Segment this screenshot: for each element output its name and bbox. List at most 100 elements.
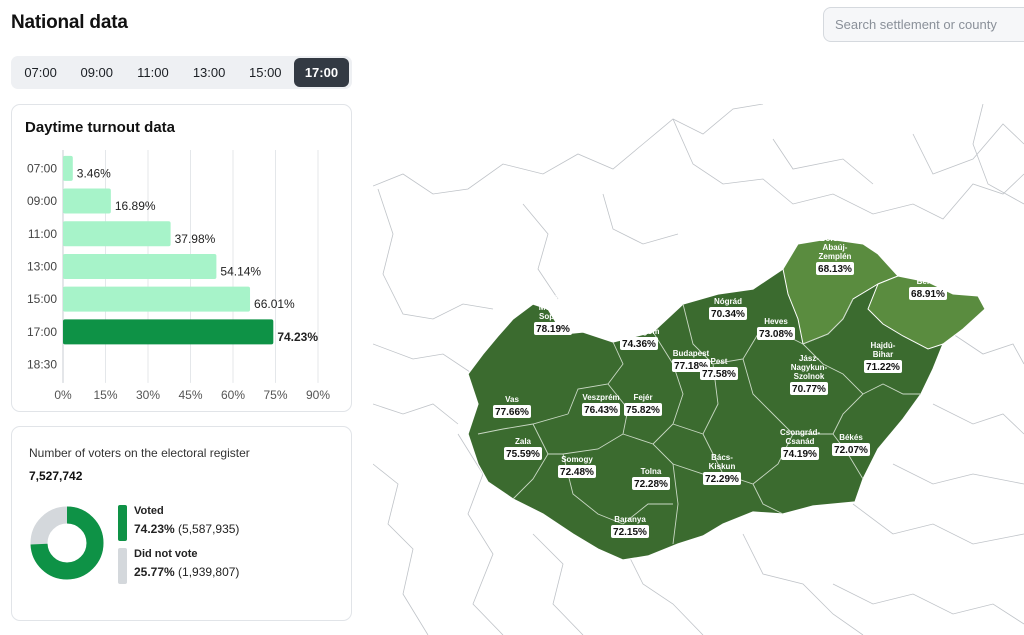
y-tick-label: 09:00 (27, 194, 57, 208)
county-name: Zemplén (819, 252, 852, 261)
x-tick-label: 45% (178, 388, 202, 402)
bar[interactable] (63, 253, 217, 279)
county-label[interactable]: Hajdú-Bihar 71.22% (864, 341, 902, 373)
bar[interactable] (63, 221, 171, 247)
county-label[interactable]: Bács-Kiskun 72.29% (703, 453, 741, 485)
county-pct-box (582, 403, 620, 416)
county-name: Abaúj- (823, 243, 848, 252)
county-label[interactable]: Vas 77.66% (493, 395, 531, 418)
turnout-card: Daytime turnout data 0% 15% 30% 45% 60% 75% 90… (11, 104, 352, 412)
county-pct-box (504, 447, 542, 460)
county-label[interactable]: Komárom-Esztergom 74.36% (619, 318, 660, 350)
county-pct-box (534, 322, 572, 335)
bar[interactable] (63, 188, 111, 214)
county-pct-box (757, 327, 795, 340)
county-label[interactable]: Győr-Moson-Sopron 78.19% (534, 294, 572, 335)
not-voted-count: (1,939,807) (178, 565, 240, 579)
county-pct: 73.08% (759, 329, 793, 340)
county-pct: 76.43% (584, 405, 618, 416)
county-label[interactable]: Békés 72.07% (832, 433, 870, 456)
county-pct-box (832, 443, 870, 456)
search-input[interactable] (823, 7, 1024, 42)
county-name: Zala (515, 437, 532, 446)
county-label[interactable]: Pest 77.58% (700, 357, 738, 380)
county-label[interactable]: Szabolcs-Szatmár-Bereg 68.91% (909, 259, 947, 300)
tab-1700[interactable]: 17:00 (293, 58, 350, 87)
voters-label: Number of voters on the electoral regist… (29, 446, 250, 460)
county-label[interactable]: Nógrád 70.34% (709, 297, 747, 320)
tab-1100[interactable]: 11:00 (137, 65, 169, 80)
county-name: Bereg (917, 277, 940, 286)
county-name: Somogy (561, 455, 593, 464)
county-name: Csongrád- (780, 428, 820, 437)
county-pct-box (700, 367, 738, 380)
county-map[interactable]: Győr-Moson-Sopron 78.19% Komárom-Esztergom… (373, 104, 1024, 635)
county-pct-box (709, 307, 747, 320)
county-pct-box (703, 472, 741, 485)
tab-1500[interactable]: 15:00 (249, 65, 282, 80)
county-pct: 75.59% (506, 449, 540, 460)
borsod-region[interactable] (782, 238, 899, 345)
county-label[interactable]: Tolna 72.28% (632, 467, 670, 490)
county-name: Bács- (711, 453, 733, 462)
county-pct-box (790, 382, 828, 395)
x-tick-label: 75% (263, 388, 287, 402)
voters-card: Number of voters on the electoral regist… (11, 426, 352, 621)
tab-0700[interactable]: 07:00 (24, 65, 57, 80)
county-pct: 75.82% (626, 405, 660, 416)
county-pct: 72.07% (834, 445, 868, 456)
y-tick-label: 13:00 (27, 259, 57, 273)
county-name: Nógrád (714, 297, 742, 306)
voted-count: (5,587,935) (178, 522, 240, 536)
legend-not-voted: Did not vote 25.77% (1,939,807) (118, 548, 239, 584)
county-label[interactable]: Heves 73.08% (757, 317, 795, 340)
bar[interactable] (63, 319, 274, 345)
bar-value-label: 66.01% (254, 297, 295, 311)
county-pct-box (493, 405, 531, 418)
county-label[interactable]: Borsod-Abaúj-Zemplén 68.13% (816, 234, 854, 275)
county-label[interactable]: Fejér 75.82% (624, 393, 662, 416)
tab-0900[interactable]: 09:00 (80, 65, 114, 80)
county-pct: 77.58% (702, 369, 736, 380)
bar[interactable] (63, 286, 251, 312)
y-tick-label: 18:30 (27, 358, 57, 372)
county-label[interactable]: Jász-Nagykun-Szolnok 70.77% (790, 354, 828, 395)
county-name: Békés (839, 433, 863, 442)
bar-value-label: 37.98% (175, 232, 216, 246)
county-label[interactable]: Baranya 72.15% (611, 515, 649, 538)
turnout-title: Daytime turnout data (25, 119, 176, 136)
county-label[interactable]: Somogy 72.48% (558, 455, 596, 478)
county-name: Esztergom (619, 327, 660, 336)
tab-1300[interactable]: 13:00 (192, 65, 226, 80)
county-name: Hajdú- (871, 341, 896, 350)
x-tick-label: 90% (306, 388, 330, 402)
county-name: Szolnok (794, 372, 825, 381)
county-name: Baranya (614, 515, 646, 524)
county-label[interactable]: Zala 75.59% (504, 437, 542, 460)
county-name: Jász- (799, 354, 819, 363)
donut-voted (30, 506, 104, 580)
county-pct-box (816, 262, 854, 275)
turnout-chart: 0% 15% 30% 45% 60% 75% 90% 07:00 3.46% 09:00 16.89… (27, 150, 330, 402)
bar[interactable] (63, 155, 73, 181)
county-pct: 72.28% (634, 479, 668, 490)
county-name: Szabolcs- (909, 259, 947, 268)
county-pct-box (624, 403, 662, 416)
page-title: National data (11, 12, 128, 33)
county-pct: 74.36% (622, 339, 656, 350)
county-labels: Győr-Moson-Sopron 78.19% Komárom-Esztergom… (493, 234, 947, 538)
county-pct: 78.19% (536, 324, 570, 335)
not-voted-swatch (118, 548, 127, 584)
y-tick-label: 11:00 (28, 227, 57, 241)
szabolcs-region[interactable] (867, 275, 986, 350)
county-pct: 72.29% (705, 474, 739, 485)
county-name: Veszprém (582, 393, 619, 402)
county-pct-box (864, 360, 902, 373)
county-label[interactable]: Csongrád-Csanád 74.19% (780, 428, 820, 460)
county-pct-box (558, 465, 596, 478)
x-tick-label: 0% (54, 388, 72, 402)
legend-voted: Voted 74.23% (5,587,935) (118, 505, 239, 541)
bar-value-label: 16.89% (115, 199, 156, 213)
county-name: Tolna (641, 467, 662, 476)
county-label[interactable]: Veszprém 76.43% (582, 393, 620, 416)
